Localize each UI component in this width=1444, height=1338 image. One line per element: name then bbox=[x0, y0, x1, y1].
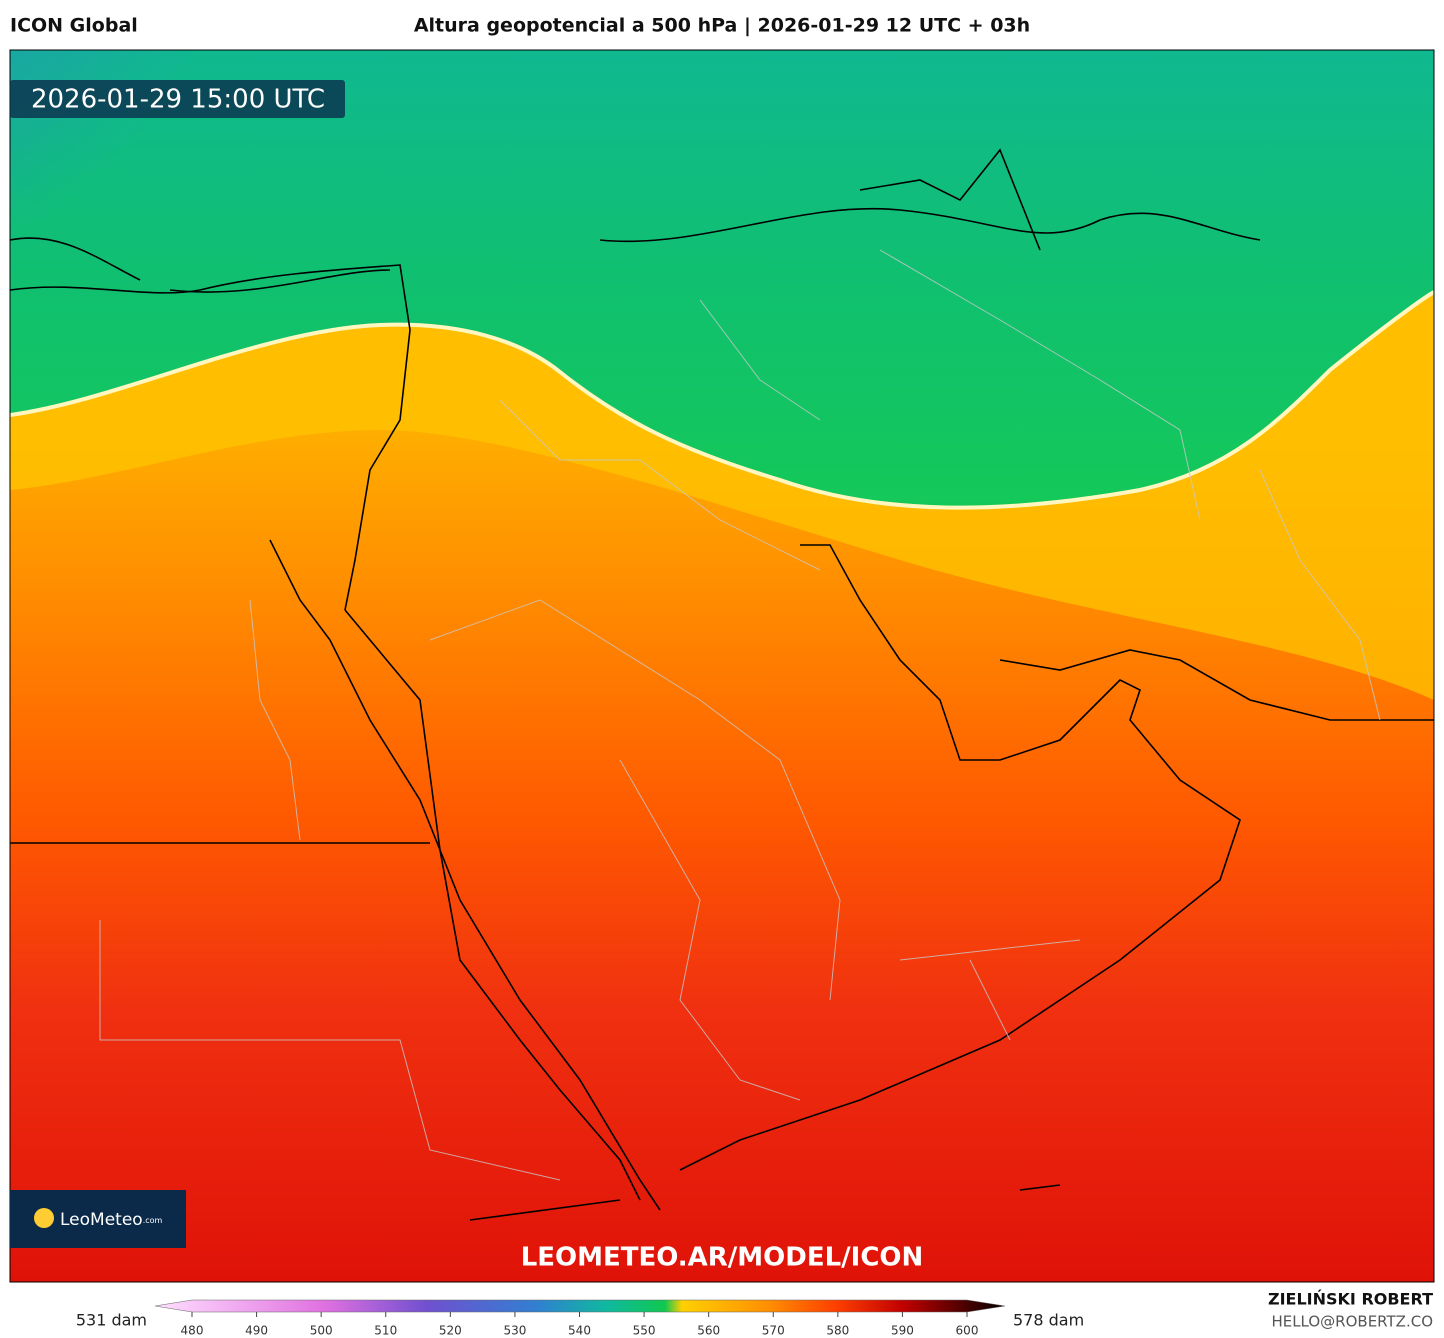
colorbar-tick-label: 540 bbox=[568, 1324, 591, 1338]
colorbar-tick-label: 520 bbox=[439, 1324, 462, 1338]
colorbar-tick-label: 530 bbox=[503, 1324, 526, 1338]
logo-sun bbox=[34, 1208, 54, 1228]
map-field bbox=[10, 50, 1434, 1282]
email: HELLO@ROBERTZ.CO bbox=[1271, 1313, 1433, 1331]
colorbar-tick-label: 580 bbox=[826, 1324, 849, 1338]
logo-name: LeoMeteo bbox=[60, 1210, 143, 1230]
logo: LeoMeteo.com bbox=[60, 1210, 163, 1230]
colorbar-tick-label: 480 bbox=[181, 1324, 204, 1338]
colorbar-tick-label: 510 bbox=[374, 1324, 397, 1338]
author: ZIELIŃSKI ROBERT bbox=[1268, 1290, 1433, 1309]
time-box bbox=[10, 80, 345, 118]
colorbar-tick-label: 490 bbox=[245, 1324, 268, 1338]
valid-time: 2026-01-29 15:00 UTC bbox=[31, 85, 325, 115]
colorbar-tick-label: 600 bbox=[956, 1324, 979, 1338]
colorbar bbox=[154, 1299, 1006, 1313]
colorbar-tick-label: 590 bbox=[891, 1324, 914, 1338]
map-frame bbox=[9, 49, 1435, 1283]
colorbar-min-label: 531 dam bbox=[76, 1311, 147, 1330]
colorbar-max-label: 578 dam bbox=[1013, 1311, 1084, 1330]
watermark: LEOMETEO.AR/MODEL/ICON bbox=[521, 1243, 924, 1273]
borders bbox=[99, 249, 1381, 1181]
colorbar-tick-label: 500 bbox=[310, 1324, 333, 1338]
model-name: ICON Global bbox=[10, 15, 138, 37]
contour bbox=[10, 290, 1434, 510]
map-title: Altura geopotencial a 500 hPa | 2026-01-… bbox=[414, 15, 1030, 37]
coastlines bbox=[10, 148, 1434, 1221]
yellow-band bbox=[10, 292, 1434, 700]
colorbar-tick-label: 570 bbox=[762, 1324, 785, 1338]
colorbar-ticks: 480 490 500 510 520 530 540 550 560 570 580 590 600 bbox=[181, 1312, 979, 1338]
colorbar-tick-label: 550 bbox=[633, 1324, 656, 1338]
green-field bbox=[10, 50, 1434, 508]
logo-suffix: .com bbox=[143, 1216, 163, 1225]
colorbar-tick-label: 560 bbox=[697, 1324, 720, 1338]
